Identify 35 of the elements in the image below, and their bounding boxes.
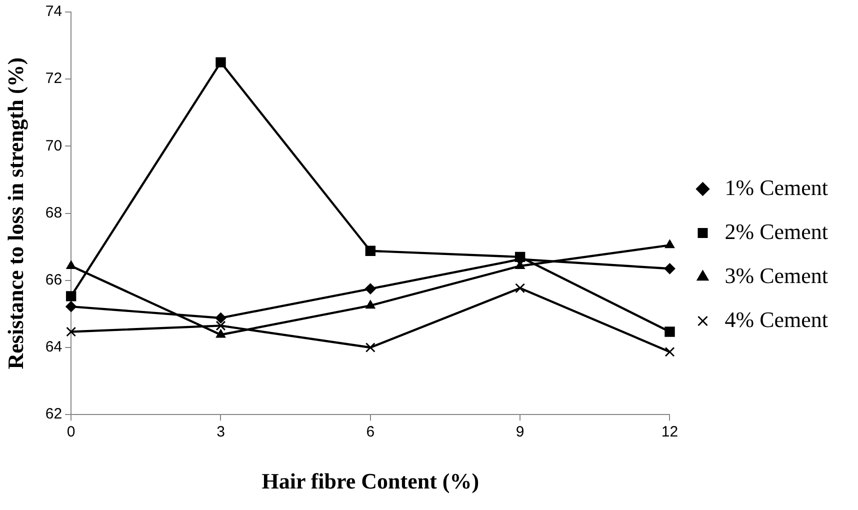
- point: [66, 326, 76, 337]
- point: [215, 312, 226, 324]
- point: [66, 291, 76, 302]
- point: [515, 283, 526, 294]
- y-tick-label: 62: [45, 406, 62, 423]
- y-tick-label: 72: [45, 70, 62, 88]
- point: [366, 300, 376, 309]
- point: [66, 260, 76, 269]
- y-axis-title: Resistance to loss in strength (%): [2, 57, 28, 370]
- legend-label: 2% Cement: [724, 218, 828, 244]
- y-tick-label: 66: [45, 272, 62, 289]
- point: [216, 329, 226, 338]
- point: [664, 346, 675, 357]
- point: [364, 283, 376, 294]
- y-tick-label: 74: [45, 3, 62, 20]
- point: [216, 320, 226, 331]
- point: [365, 246, 376, 256]
- x-tick-label: 9: [516, 424, 524, 441]
- point: [365, 342, 376, 352]
- x-axis-title: Hair fibre Content (%): [262, 468, 480, 494]
- x-tick-label: 0: [66, 424, 76, 441]
- point: [664, 240, 675, 248]
- x-tick-label: 6: [366, 424, 375, 441]
- point: [66, 301, 77, 312]
- y-tick-label: 70: [45, 137, 62, 154]
- x-tick-label: 12: [661, 424, 678, 441]
- legend-label: 1% Cement: [724, 174, 828, 200]
- y-tick-label: 68: [45, 204, 62, 222]
- x-tick-label: 3: [216, 424, 225, 441]
- y-tick-label: 64: [45, 338, 62, 356]
- point: [664, 263, 676, 274]
- legend-label: 3% Cement: [724, 262, 828, 288]
- point: [664, 326, 675, 337]
- point: [216, 57, 226, 68]
- legend-label: 4% Cement: [724, 306, 828, 332]
